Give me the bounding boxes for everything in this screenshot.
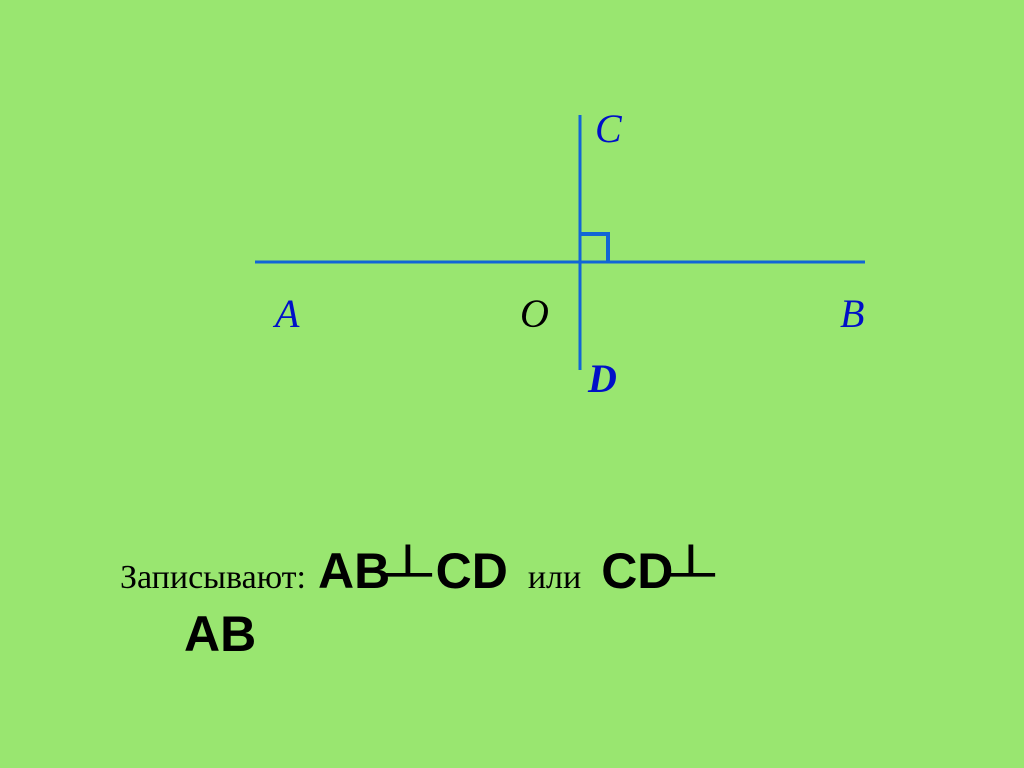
- point-label-b: B: [840, 290, 864, 337]
- expr1-left: АВ: [318, 543, 390, 599]
- point-label-a: A: [275, 290, 299, 337]
- expr1-right: CD: [436, 543, 508, 599]
- point-label-d: D: [588, 355, 617, 402]
- perp-symbol-2: ┴: [668, 542, 713, 605]
- right-angle-marker: [580, 234, 608, 262]
- diagram-canvas: A B C O D Записывают: АВ┴ CD или CD┴ АВ: [0, 0, 1024, 768]
- expr2-left: CD: [601, 543, 673, 599]
- point-label-o: O: [520, 290, 549, 337]
- caption-or: или: [528, 559, 581, 596]
- notation-caption: Записывают: АВ┴ CD или CD┴ АВ: [120, 540, 920, 665]
- point-label-c: C: [595, 105, 622, 152]
- expr2-right: АВ: [184, 606, 256, 662]
- caption-prefix: Записывают:: [120, 559, 306, 596]
- perp-symbol-1: ┴: [384, 542, 429, 605]
